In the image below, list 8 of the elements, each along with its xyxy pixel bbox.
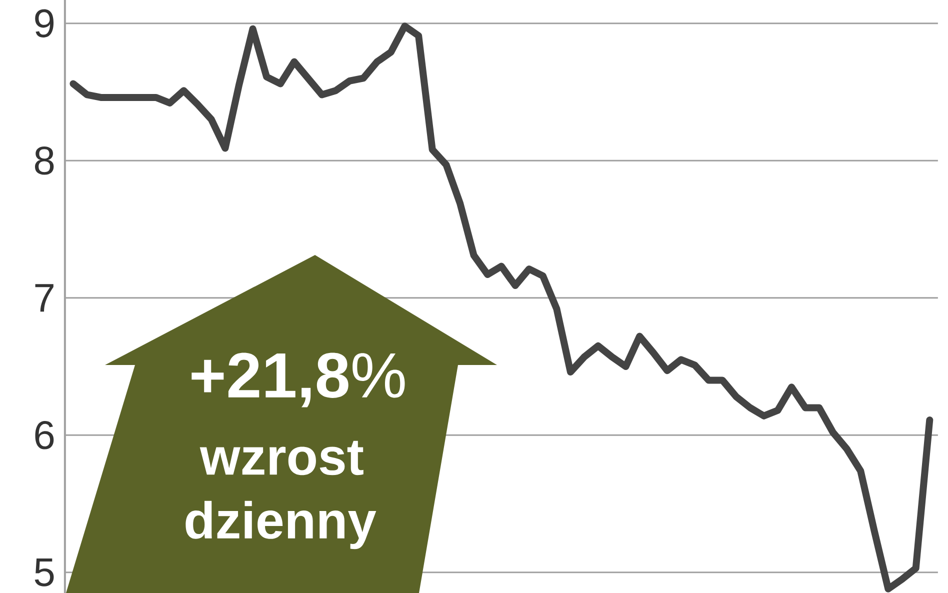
- y-tick-label: 8: [34, 146, 54, 175]
- y-tick-label: 7: [35, 284, 54, 312]
- y-tick-label: 9: [35, 9, 54, 38]
- y-tick-label: 6: [35, 421, 54, 450]
- y-tick-label: 5: [34, 558, 54, 586]
- annotation: dzienny: [186, 500, 376, 550]
- annotation: +21,8%: [192, 352, 405, 408]
- annotation: wzrost: [200, 440, 364, 476]
